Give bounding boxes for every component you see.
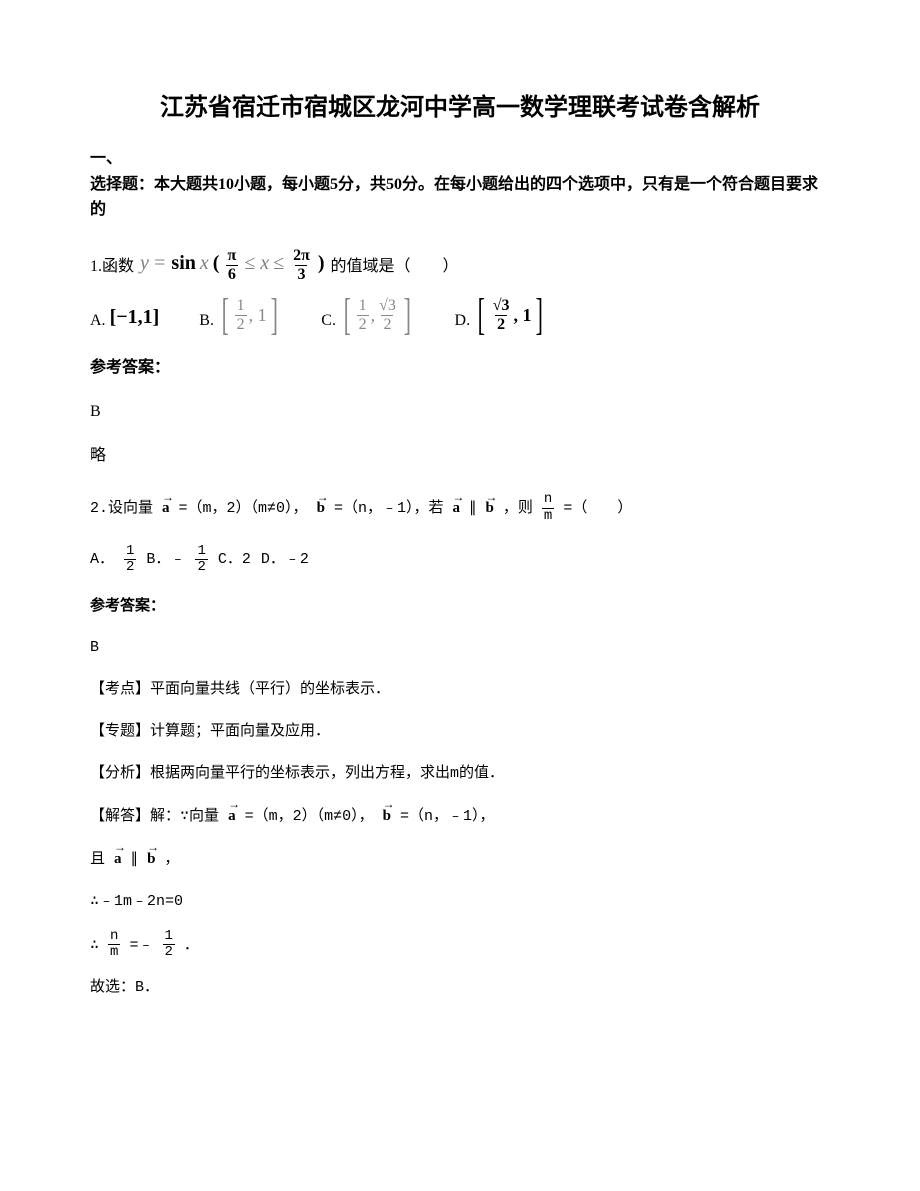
q2-exp2: 【专题】计算题；平面向量及应用．	[90, 717, 830, 747]
q1-optB: B. [ 12 , 1 ]	[199, 293, 281, 337]
q1-x: x	[200, 252, 209, 274]
q1-le1: ≤	[244, 252, 260, 274]
q1-optD-d1: 2	[495, 315, 507, 334]
q2-exp5-tail: ，	[164, 851, 179, 868]
q2-exp4-tail: =（n，﹣1），	[400, 808, 495, 825]
q2-optB-n: 1	[195, 544, 207, 559]
q2-exp4: 【解答】解：∵向量 a =（m，2）（m≠0）， b =（n，﹣1），	[90, 801, 830, 832]
q1-answer: B	[90, 396, 830, 428]
q1-optD-comma: , 1	[514, 297, 532, 333]
q2-optA-n: 1	[124, 544, 136, 559]
q2-vec-a2: a	[452, 493, 460, 523]
q2-optC: C．2	[218, 545, 251, 575]
q2-exp7-d1: m	[108, 944, 120, 960]
q2-options: A． 12 B．﹣ 12 C．2 D．﹣2	[90, 544, 830, 576]
q1-pi6-num: π	[225, 247, 238, 265]
q1-answer-header: 参考答案：	[90, 352, 830, 384]
q1-options: A. [−1,1] B. [ 12 , 1 ] C. [ 12 , √32	[90, 293, 830, 337]
q1-optC-d1: 2	[357, 315, 369, 334]
q2-exp3: 【分析】根据两向量平行的坐标表示，列出方程，求出m的值．	[90, 759, 830, 789]
q2-exp5: 且 a ∥ b ，	[90, 844, 830, 875]
q2-exp7: ∴ nm =﹣ 12 ．	[90, 929, 830, 961]
q2-exp7-eq: =﹣	[129, 937, 153, 954]
q1-optC-d2: 2	[381, 315, 393, 334]
q1-optD-n1: √3	[491, 297, 512, 315]
q2-par: ∥	[469, 500, 477, 517]
q1-optD: D. [ √32 , 1 ]	[455, 293, 547, 337]
q2-answer-header: 参考答案：	[90, 591, 830, 621]
q1-2pi-num: 2π	[291, 247, 312, 265]
q1-optB-den: 2	[235, 315, 247, 334]
q2-exp5-b: b	[147, 844, 155, 874]
q1-optB-comma: , 1	[249, 297, 267, 333]
q2-tail: =（ ）	[563, 500, 632, 517]
q2-exp4-b: b	[383, 801, 391, 831]
q2-prefix: 2.设向量	[90, 500, 153, 517]
q2-optD: D．﹣2	[261, 545, 309, 575]
q2-stem: 2.设向量 a =（m，2）（m≠0）， b =（n，﹣1），若 a ∥ b ，…	[90, 492, 830, 524]
q2-exp7-tail: ．	[184, 937, 199, 954]
q2-optA-label: A．	[90, 545, 114, 575]
q1-optA: A. [−1,1]	[90, 297, 159, 337]
q1-optB-label: B.	[199, 305, 214, 337]
q2-exp7-n1: n	[108, 929, 120, 944]
q1-answer-note: 略	[90, 440, 830, 472]
q1-optC-comma: ,	[371, 297, 376, 333]
question-1: 1.函数 y = sin x ( π 6 ≤ x ≤ 2π 3 ) 的值域是（ …	[90, 243, 830, 472]
question-2: 2.设向量 a =（m，2）（m≠0）， b =（n，﹣1），若 a ∥ b ，…	[90, 492, 830, 1003]
q2-exp5-par: ∥	[131, 851, 139, 868]
q2-optB-d: 2	[195, 559, 207, 575]
q2-optA-d: 2	[124, 559, 136, 575]
q1-optC-label: C.	[321, 305, 336, 337]
document-title: 江苏省宿迁市宿城区龙河中学高一数学理联考试卷含解析	[90, 90, 830, 126]
q1-sin: sin	[171, 252, 195, 274]
q2-exp7-n2: 1	[163, 929, 175, 944]
q2-frac-n: n	[542, 492, 554, 507]
q2-exp8: 故选：B．	[90, 973, 830, 1003]
q1-y: y	[140, 252, 149, 274]
q1-optB-num: 1	[235, 297, 247, 315]
q1-suffix: 的值域是（ ）	[331, 251, 459, 283]
q2-vec-a: a	[162, 493, 170, 523]
q2-exp4-a: a	[228, 801, 236, 831]
q1-xmid: x	[260, 252, 269, 274]
q1-optC-n2: √3	[377, 297, 398, 315]
q2-vec-b2: b	[486, 493, 494, 523]
q1-pi6-den: 6	[226, 265, 238, 284]
q2-vec-b: b	[317, 493, 325, 523]
q2-exp4-prefix: 【解答】解：∵向量	[90, 808, 219, 825]
q1-optC: C. [ 12 , √32 ]	[321, 293, 414, 337]
q2-exp5-prefix: 且	[90, 851, 105, 868]
q1-prefix: 1.函数	[90, 251, 134, 283]
section-desc: 选择题：本大题共10小题，每小题5分，共50分。在每小题给出的四个选项中，只有是…	[90, 176, 818, 219]
q2-frac-m: m	[542, 508, 554, 524]
q1-optA-val: [−1,1]	[110, 297, 160, 337]
q1-2pi-den: 3	[295, 265, 307, 284]
q1-le2: ≤	[273, 252, 289, 274]
q1-optA-label: A.	[90, 305, 106, 337]
q2-exp6: ∴﹣1m﹣2n=0	[90, 887, 830, 917]
q2-exp7-d2: 2	[163, 944, 175, 960]
q2-optB-label: B．﹣	[146, 545, 185, 575]
q2-exp7-prefix: ∴	[90, 937, 99, 954]
q1-stem: 1.函数 y = sin x ( π 6 ≤ x ≤ 2π 3 ) 的值域是（ …	[90, 243, 830, 283]
q2-then: ，则	[503, 500, 533, 517]
q1-optC-n1: 1	[357, 297, 369, 315]
q2-eq1: =（m，2）（m≠0），	[179, 500, 308, 517]
q2-eq2: =（n，﹣1），若	[334, 500, 444, 517]
q1-optD-label: D.	[455, 305, 471, 337]
q1-eq: =	[153, 252, 172, 274]
section-header: 一、 选择题：本大题共10小题，每小题5分，共50分。在每小题给出的四个选项中，…	[90, 146, 830, 223]
q2-answer: B	[90, 633, 830, 663]
q2-exp1: 【考点】平面向量共线（平行）的坐标表示．	[90, 675, 830, 705]
section-num: 一、	[90, 150, 122, 167]
q2-exp5-a: a	[114, 844, 122, 874]
q2-exp4-mid: =（m，2）（m≠0），	[245, 808, 374, 825]
